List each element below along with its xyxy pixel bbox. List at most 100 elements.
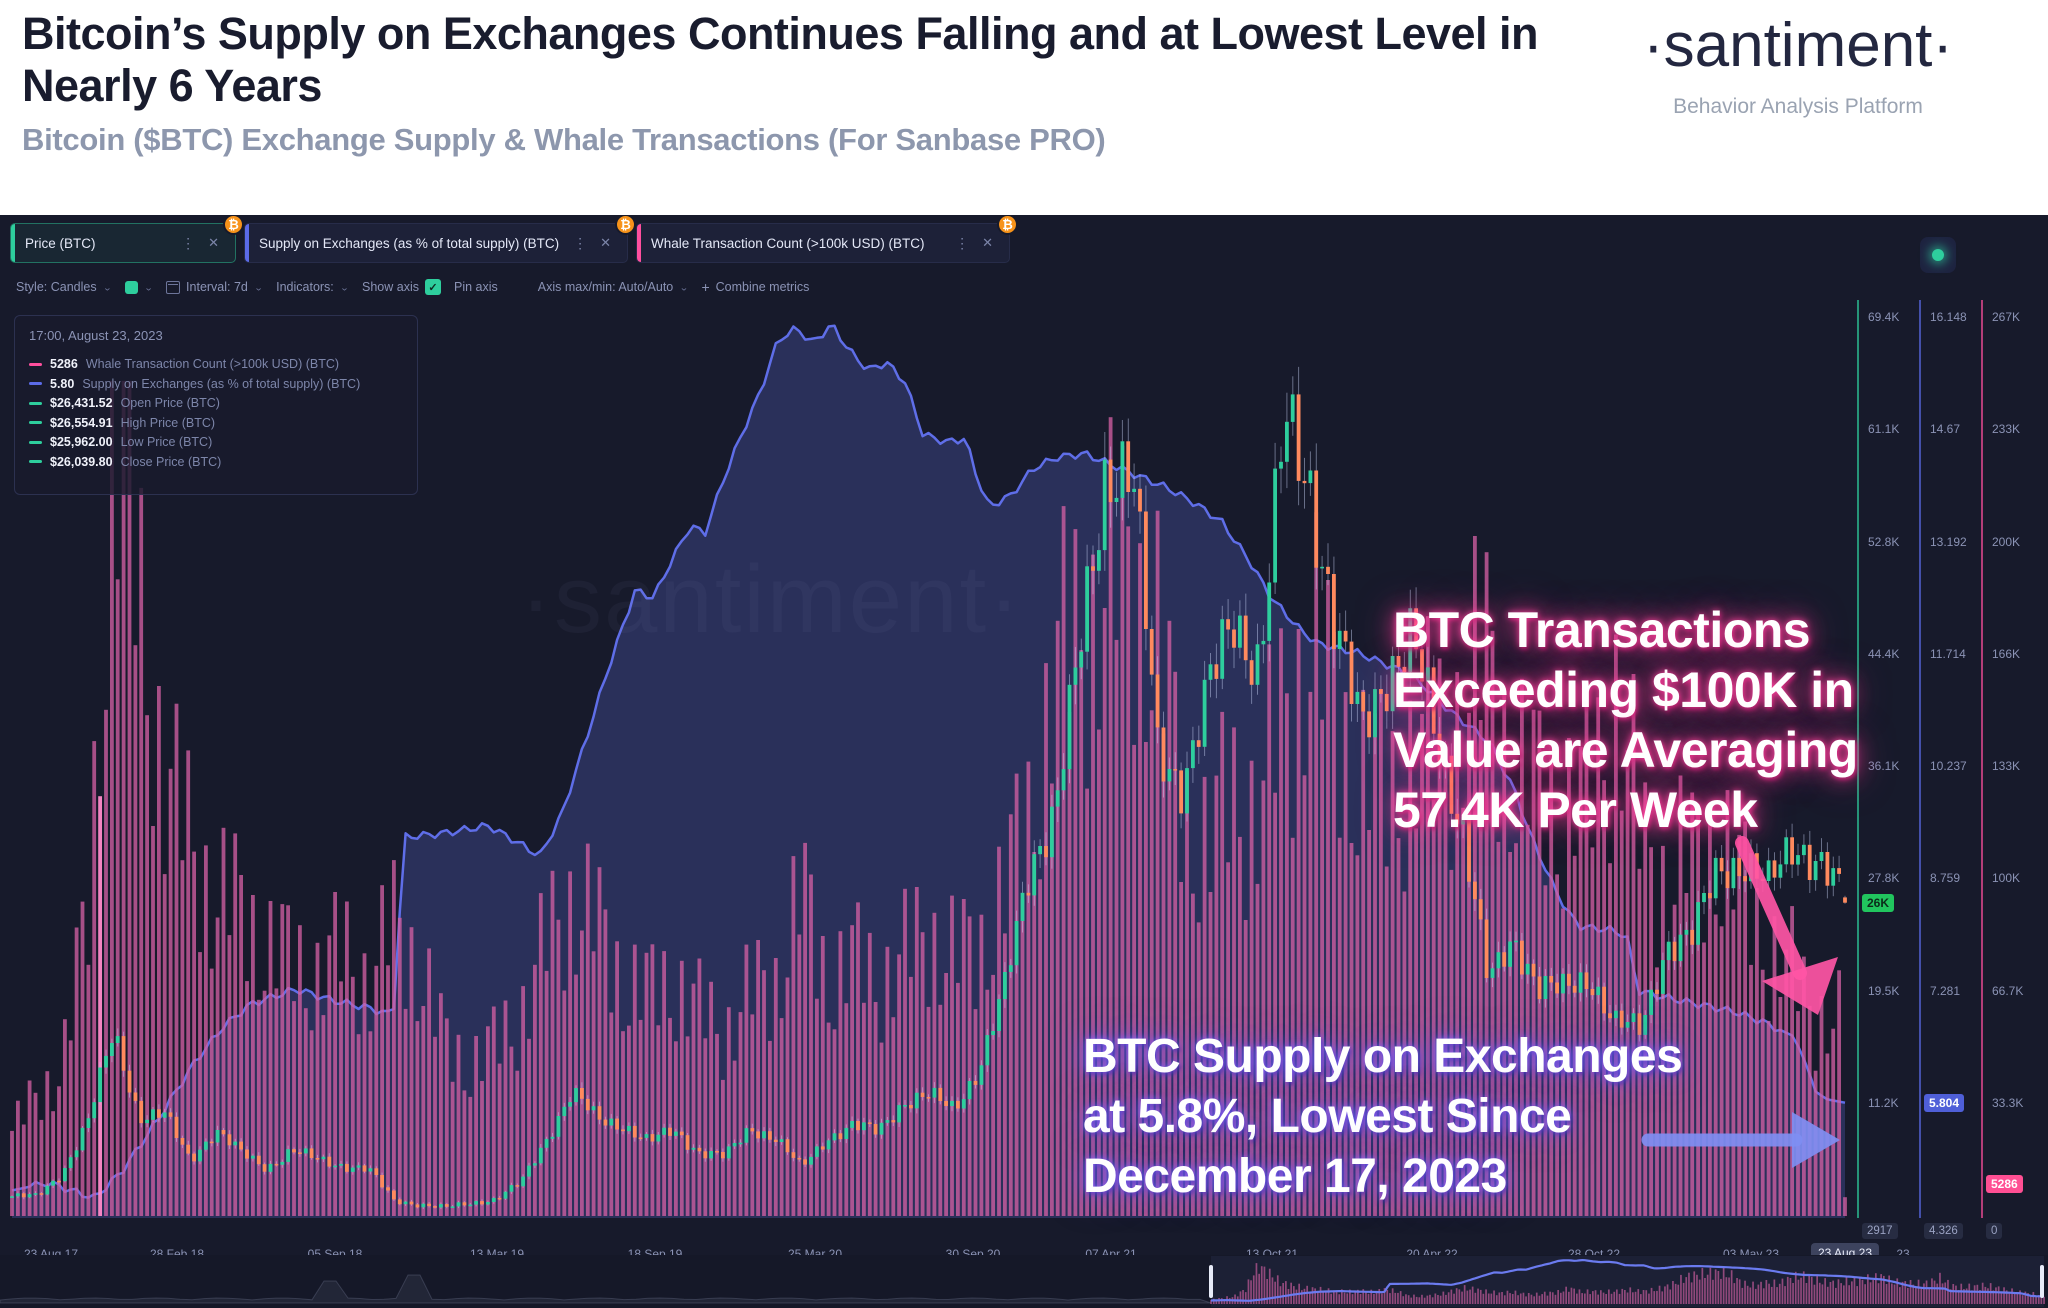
axis-min-badge: 4.326 <box>1924 1223 1963 1239</box>
tab-accent-bar <box>637 224 641 262</box>
bitcoin-badge-icon: ₿ <box>615 215 636 235</box>
calendar-icon <box>166 280 181 294</box>
minimap-supply-line <box>1210 1258 2045 1302</box>
tooltip-row: 5286 Whale Transaction Count (>100k USD) … <box>29 357 403 371</box>
timeline-minimap[interactable] <box>0 1255 2048 1308</box>
close-icon[interactable]: ✕ <box>600 235 611 250</box>
tooltip-value: $26,431.52 <box>50 396 113 410</box>
header: Bitcoin’s Supply on Exchanges Continues … <box>0 0 2048 215</box>
combine-metrics-label: Combine metrics <box>715 280 810 294</box>
annotation-supply-note: BTC Supply on Exchanges at 5.8%, Lowest S… <box>1083 1027 1683 1207</box>
minimap-right-handle[interactable] <box>2040 1265 2044 1298</box>
chevron-down-icon: ⌄ <box>102 282 112 293</box>
tooltip-row: $26,554.91 High Price (BTC) <box>29 416 403 430</box>
tooltip-row: $26,039.80 Close Price (BTC) <box>29 455 403 469</box>
price-candle-series <box>10 366 1847 1210</box>
tab-label: Price (BTC) <box>25 235 96 251</box>
whale-axis-tick: 33.3K <box>1992 1095 2024 1110</box>
indicators-dropdown[interactable]: Indicators: ⌄ <box>276 280 349 294</box>
metric-tabbar: Price (BTC) ⋮ ✕ ₿ Supply on Exchanges (as % … <box>10 215 1018 265</box>
chart-app: Price (BTC) ⋮ ✕ ₿ Supply on Exchanges (as % … <box>0 215 2048 1308</box>
main-chart-canvas[interactable] <box>0 215 2048 1308</box>
whale-axis-tick: 267K <box>1992 310 2021 324</box>
pink-down-arrow <box>1735 836 1838 1015</box>
minimap-left-handle[interactable] <box>1209 1265 1213 1298</box>
color-swatch-dropdown[interactable]: ⌄ <box>124 280 154 294</box>
close-icon[interactable]: ✕ <box>208 235 219 250</box>
price-axis-tick: 27.8K <box>1868 871 1900 886</box>
indicators-label: Indicators: <box>276 280 334 294</box>
price-value-badge: 26K <box>1862 894 1895 913</box>
tooltip-value: 5286 <box>50 357 78 371</box>
interval-dropdown[interactable]: Interval: 7d ⌄ <box>166 280 263 294</box>
bitcoin-badge-icon: ₿ <box>223 215 244 235</box>
whale-axis-tick: 100K <box>1992 871 2021 886</box>
santiment-logo: ·santiment· <box>1642 11 1954 80</box>
watermark: ·santiment· <box>520 546 1023 653</box>
annotation-line: BTC Transactions <box>1393 602 1811 658</box>
tab-price[interactable]: Price (BTC) ⋮ ✕ ₿ <box>10 215 244 263</box>
kebab-menu-icon[interactable]: ⋮ <box>573 234 588 251</box>
chevron-down-icon: ⌄ <box>339 282 349 293</box>
style-dropdown[interactable]: Style: Candles ⌄ <box>16 280 112 294</box>
series-dash-icon <box>29 440 42 444</box>
tooltip-value: $25,962.00 <box>50 435 113 449</box>
supply-axis-tick: 16.148 <box>1930 310 1967 324</box>
tooltip-label: Close Price (BTC) <box>120 454 222 469</box>
supply-axis-tick: 10.237 <box>1930 759 1967 773</box>
annotation-whale-note: BTC Transactions Exceeding $100K in Value … <box>1393 600 1858 840</box>
whale-axis-tick: 233K <box>1992 422 2021 437</box>
brand-tagline: Behavior Analysis Platform <box>1673 95 1923 118</box>
chevron-down-icon: ⌄ <box>679 282 689 293</box>
whale-axis-tick: 200K <box>1992 534 2021 549</box>
kebab-menu-icon[interactable]: ⋮ <box>955 234 970 251</box>
whale-axis-tick: 133K <box>1992 759 2021 773</box>
annotation-line: 57.4K Per Week <box>1393 782 1758 838</box>
interval-label: Interval: 7d <box>186 280 248 294</box>
tab-accent-bar <box>11 224 15 262</box>
supply-axis-tick: 14.67 <box>1930 422 1961 437</box>
show-axis-label: Show axis <box>362 280 419 294</box>
tab-whale-count[interactable]: Whale Transaction Count (>100k USD) (BTC… <box>636 215 1018 263</box>
price-axis-tick: 61.1K <box>1868 422 1900 437</box>
price-axis-tick: 11.2K <box>1868 1095 1899 1110</box>
supply-axis-tick: 11.714 <box>1930 646 1966 661</box>
series-dash-icon <box>29 421 42 424</box>
green-dot-icon <box>1932 249 1944 261</box>
pin-axis-label: Pin axis <box>453 280 498 294</box>
chevron-down-icon: ⌄ <box>143 282 154 293</box>
tab-supply[interactable]: Supply on Exchanges (as % of total suppl… <box>244 215 636 263</box>
axis-min-badge: 2917 <box>1862 1223 1898 1239</box>
combine-metrics-button[interactable]: + Combine metrics <box>701 279 809 295</box>
whale-axis-tick: 166K <box>1992 646 2021 661</box>
supply-axis-tick: 13.192 <box>1930 534 1967 549</box>
series-dash-icon <box>29 362 42 366</box>
tab-label: Supply on Exchanges (as % of total suppl… <box>259 235 560 251</box>
checkbox-checked-icon[interactable]: ✓ <box>424 279 441 295</box>
axis-maxmin-dropdown[interactable]: Axis max/min: Auto/Auto ⌄ <box>538 280 689 294</box>
tooltip-row: $26,431.52 Open Price (BTC) <box>29 396 403 410</box>
title-block: Bitcoin’s Supply on Exchanges Continues … <box>22 8 1552 158</box>
minimap-history-silhouette <box>0 1274 1212 1304</box>
chart-toolbar: Style: Candles ⌄ ⌄ Interval: 7d ⌄ Indica… <box>16 275 809 299</box>
annotation-arrows <box>1641 836 1840 1168</box>
price-axis-tick: 52.8K <box>1868 534 1900 549</box>
annotation-line: December 17, 2023 <box>1083 1150 1507 1203</box>
whale-value-badge: 5286 <box>1986 1175 2023 1194</box>
tooltip-value: $26,039.80 <box>50 454 113 469</box>
bitcoin-badge-icon: ₿ <box>997 215 1018 235</box>
kebab-menu-icon[interactable]: ⋮ <box>181 234 196 251</box>
show-axis-toggle[interactable]: Show axis ✓ <box>362 279 441 295</box>
pin-axis-button[interactable]: Pin axis <box>454 280 498 294</box>
live-indicator-button[interactable] <box>1920 237 1956 273</box>
tooltip-value: 5.80 <box>50 376 75 391</box>
tooltip-label: Supply on Exchanges (as % of total suppl… <box>82 376 361 391</box>
minimap-background <box>0 1255 2048 1308</box>
tab-label: Whale Transaction Count (>100k USD) (BTC… <box>651 235 925 251</box>
close-icon[interactable]: ✕ <box>982 235 993 250</box>
tooltip-label: High Price (BTC) <box>120 415 216 430</box>
brand-block: ·santiment· Behavior Analysis Platform <box>1578 10 2018 119</box>
chart-tooltip: 17:00, August 23, 2023 5286 Whale Transac… <box>14 315 418 495</box>
tooltip-row: 5.80 Supply on Exchanges (as % of total s… <box>29 377 403 391</box>
